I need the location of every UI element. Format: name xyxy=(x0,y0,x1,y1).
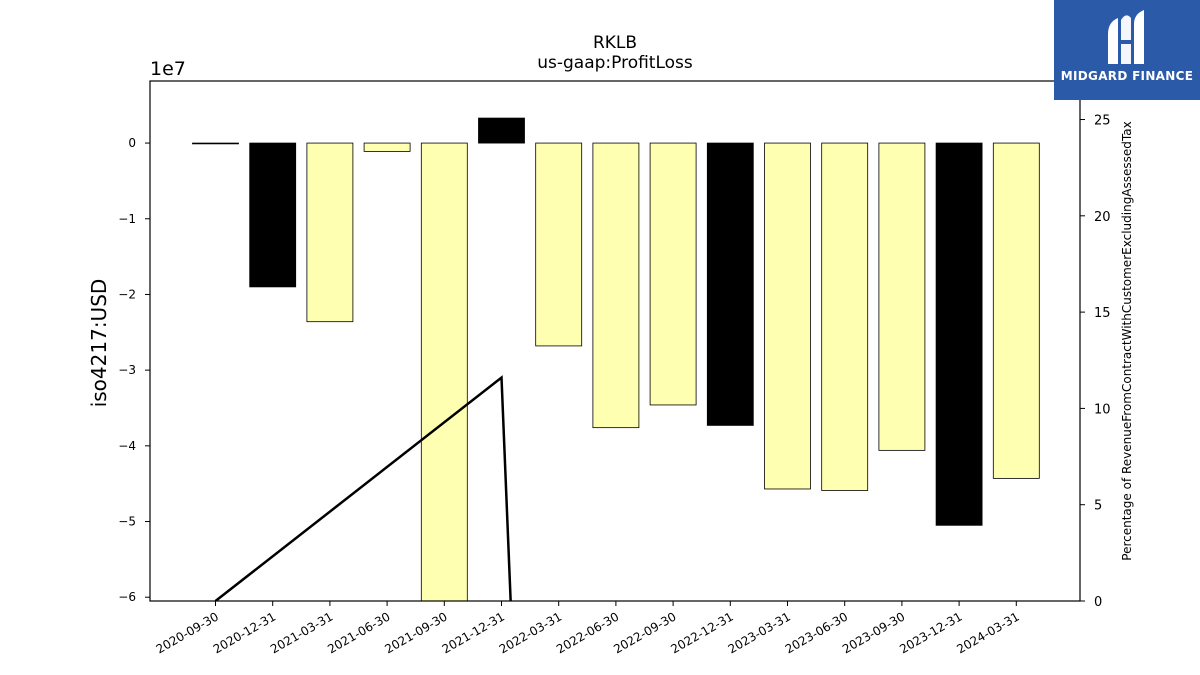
bar-2024-03-31 xyxy=(992,142,1040,479)
y-axis-offset-label: 1e7 xyxy=(150,58,186,80)
y-tick-label: −3 xyxy=(118,363,136,377)
y-tick-label: −6 xyxy=(118,590,136,604)
revenue-percentage-line xyxy=(214,375,512,601)
x-tick-label: 2022-03-31 xyxy=(497,609,564,656)
x-tick-label: 2023-03-31 xyxy=(726,609,793,656)
bar-2022-06-30 xyxy=(592,142,640,429)
x-tick-label: 2023-09-30 xyxy=(840,609,907,656)
bar-2020-12-31 xyxy=(249,142,297,288)
x-tick-label: 2020-09-30 xyxy=(154,609,221,656)
bar-2022-12-31 xyxy=(706,142,754,426)
x-tick-label: 2022-06-30 xyxy=(554,609,621,656)
y2-axis-label: Percentage of RevenueFromContractWithCus… xyxy=(1120,121,1134,560)
x-tick-label: 2020-12-31 xyxy=(211,609,278,656)
x-tick-label: 2023-12-31 xyxy=(897,609,964,656)
plot-area: 0 −1 −2 −3 −4 −5 −6 0 5 10 15 20 25 2020-09-302020-12… xyxy=(118,80,1111,656)
bar-2022-03-31 xyxy=(535,142,583,347)
bar-2021-09-30 xyxy=(420,142,468,601)
y-tick-label: −1 xyxy=(118,212,136,226)
plot-frame xyxy=(149,80,1081,602)
bar-2021-12-31 xyxy=(478,117,525,144)
y-axis-label: iso4217:USD xyxy=(87,279,111,408)
x-tick-label: 2022-09-30 xyxy=(611,609,678,656)
bar-2021-06-30 xyxy=(363,142,411,152)
y-tick-label: −5 xyxy=(118,515,136,529)
y2-tick-label: 5 xyxy=(1094,499,1102,514)
x-tick-label: 2022-12-31 xyxy=(668,609,735,656)
chart-title: RKLB xyxy=(593,33,637,53)
x-tick-label: 2023-06-30 xyxy=(783,609,850,656)
bar-2023-03-31 xyxy=(764,142,811,490)
bar-2023-12-31 xyxy=(935,142,983,526)
y2-tick-label: 25 xyxy=(1094,114,1111,129)
bar-2021-03-31 xyxy=(306,142,354,323)
y2-tick-label: 15 xyxy=(1094,306,1111,321)
bar-2020-09-30 xyxy=(192,142,239,145)
logo-icon xyxy=(1108,10,1144,64)
chart-subtitle: us-gaap:ProfitLoss xyxy=(537,53,693,73)
bar-2022-09-30 xyxy=(649,142,697,406)
logo-text: MIDGARD FINANCE xyxy=(1060,69,1194,83)
y2-tick-label: 20 xyxy=(1094,210,1111,225)
y-tick-label: 0 xyxy=(128,136,136,150)
midgard-finance-logo: MIDGARD FINANCE xyxy=(1054,0,1200,100)
x-tick-label: 2024-03-31 xyxy=(954,609,1021,656)
x-tick-label: 2021-06-30 xyxy=(325,609,392,656)
bar-2023-06-30 xyxy=(821,142,869,491)
y-tick-label: −2 xyxy=(118,287,136,301)
x-tick-label: 2021-03-31 xyxy=(268,609,335,656)
bar-2023-09-30 xyxy=(878,142,926,451)
bars xyxy=(192,117,1040,601)
y2-tick-label: 10 xyxy=(1094,402,1111,417)
x-tick-label: 2021-12-31 xyxy=(440,609,507,656)
y-tick-label: −4 xyxy=(118,439,136,453)
x-tick-label: 2021-09-30 xyxy=(382,609,449,656)
y2-tick-label: 0 xyxy=(1094,595,1102,610)
